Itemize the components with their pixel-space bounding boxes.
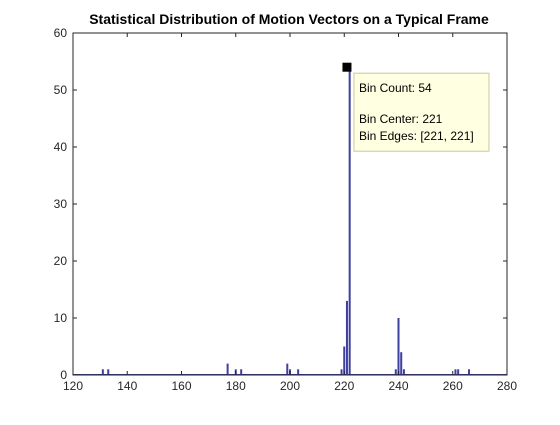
y-tick-label: 0 — [60, 368, 67, 382]
x-tick-label: 220 — [334, 379, 354, 393]
y-tick-label: 30 — [54, 197, 68, 211]
x-axis: 120 140 160 180 200 220 240 260 280 — [63, 33, 517, 393]
bar-199[interactable] — [286, 363, 289, 375]
bar-239[interactable] — [394, 369, 397, 375]
bar-219[interactable] — [340, 369, 343, 375]
y-tick-label: 50 — [54, 83, 68, 97]
bar-222[interactable] — [348, 67, 351, 375]
datatip-marker[interactable] — [342, 62, 352, 72]
bar-262[interactable] — [457, 369, 460, 375]
datatip[interactable]: Bin Count: 54 Bin Center: 221 Bin Edges:… — [353, 72, 490, 152]
bar-203[interactable] — [297, 369, 300, 375]
datatip-bin-count: Bin Count: 54 — [359, 81, 432, 95]
x-tick-label: 200 — [280, 379, 300, 393]
x-tick-label: 240 — [388, 379, 408, 393]
datatip-bin-center: Bin Center: 221 — [359, 112, 443, 126]
y-tick-label: 60 — [54, 26, 68, 40]
chart-title: Statistical Distribution of Motion Vecto… — [89, 11, 489, 27]
y-tick-label: 20 — [54, 254, 68, 268]
bar-182[interactable] — [240, 369, 243, 375]
bar-131[interactable] — [101, 369, 104, 375]
bar-266[interactable] — [468, 369, 471, 375]
bar-242[interactable] — [402, 369, 405, 375]
x-tick-label: 280 — [497, 379, 517, 393]
datatip-background — [353, 72, 490, 152]
bar-240[interactable] — [397, 318, 400, 375]
x-tick-label: 160 — [171, 379, 191, 393]
bar-220[interactable] — [343, 346, 346, 376]
bar-221[interactable] — [345, 300, 348, 375]
x-tick-label: 260 — [443, 379, 463, 393]
x-tick-label: 180 — [226, 379, 246, 393]
bar-133[interactable] — [107, 369, 110, 375]
x-tick-label: 140 — [117, 379, 137, 393]
datatip-bin-edges: Bin Edges: [221, 221] — [359, 129, 474, 143]
bar-177[interactable] — [226, 363, 229, 375]
y-axis: 0 10 20 30 40 50 60 — [54, 26, 507, 382]
y-tick-label: 40 — [54, 140, 68, 154]
y-tick-label: 10 — [54, 311, 68, 325]
x-tick-label: 120 — [63, 379, 83, 393]
bar-241[interactable] — [400, 352, 403, 375]
bar-261[interactable] — [454, 369, 457, 375]
